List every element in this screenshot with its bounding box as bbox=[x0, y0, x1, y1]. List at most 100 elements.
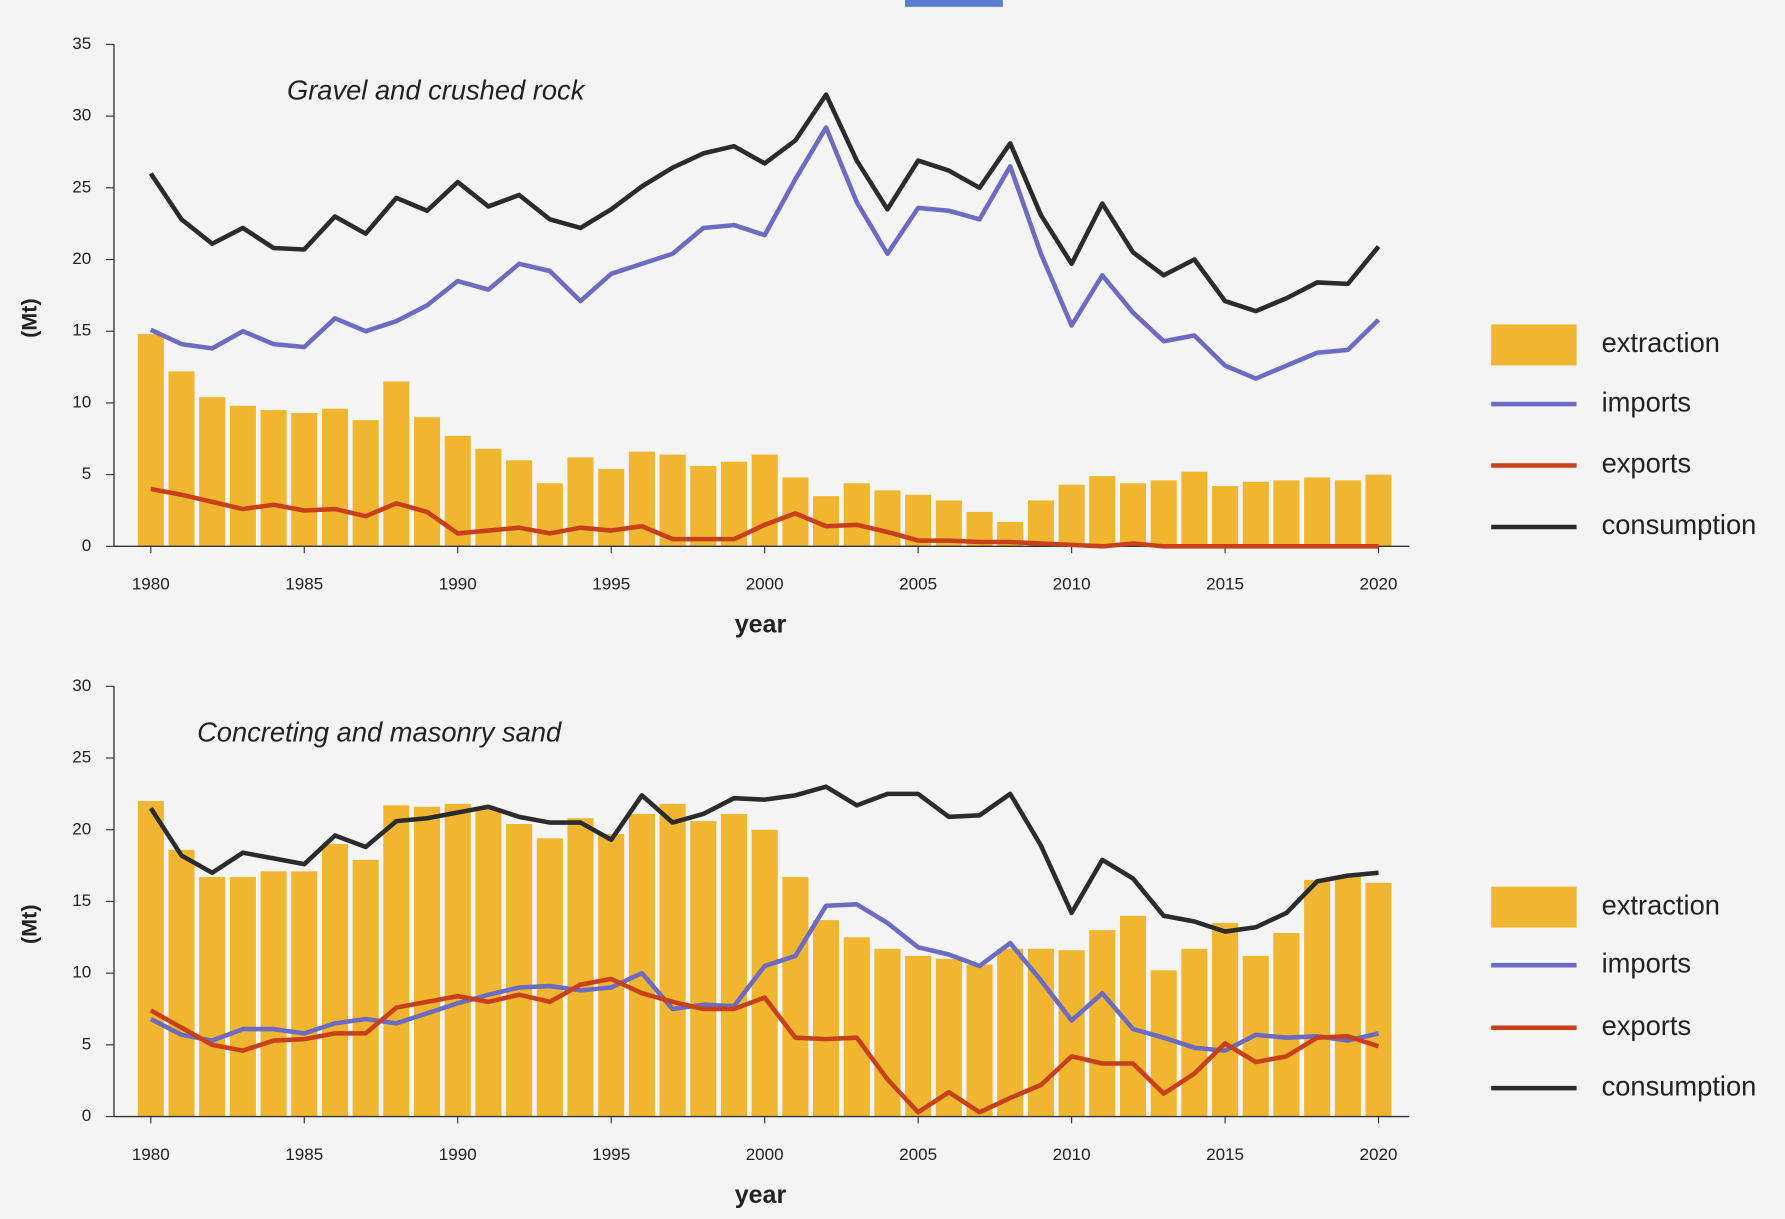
bar bbox=[1181, 471, 1208, 547]
bar bbox=[1273, 932, 1300, 1117]
legend-label: exports bbox=[1602, 1010, 1692, 1041]
y-tick-label: 10 bbox=[72, 392, 91, 411]
x-tick-label: 2000 bbox=[746, 1145, 784, 1164]
bar bbox=[1365, 882, 1392, 1117]
bar bbox=[1027, 948, 1054, 1117]
bar bbox=[291, 871, 318, 1117]
x-tick-label: 1995 bbox=[592, 575, 630, 594]
bar bbox=[1304, 879, 1331, 1117]
line-series bbox=[150, 486, 1379, 549]
bar bbox=[843, 937, 870, 1117]
y-tick-label: 5 bbox=[82, 464, 92, 483]
bar bbox=[536, 483, 563, 547]
bar bbox=[690, 466, 717, 547]
y-tick-label: 15 bbox=[72, 321, 91, 340]
y-axis-label: (Mt) bbox=[17, 904, 42, 944]
bar bbox=[720, 813, 748, 1117]
y-tick-label: 20 bbox=[72, 249, 91, 268]
annotation: Concreting and masonry sand bbox=[197, 716, 562, 747]
bar bbox=[1181, 948, 1208, 1117]
bar bbox=[475, 808, 502, 1117]
x-tick-label: 1980 bbox=[132, 575, 170, 594]
y-tick-label: 25 bbox=[72, 748, 91, 767]
bar bbox=[352, 420, 379, 547]
bar bbox=[229, 405, 256, 547]
y-axis-label: (Mt) bbox=[17, 298, 42, 338]
y-tick-label: 0 bbox=[82, 536, 92, 555]
legend-label: extraction bbox=[1602, 889, 1720, 920]
bar bbox=[782, 877, 809, 1117]
legend-label: consumption bbox=[1602, 509, 1757, 540]
x-tick-label: 2005 bbox=[899, 1145, 937, 1164]
bar bbox=[168, 849, 195, 1117]
y-tick-label: 35 bbox=[72, 34, 91, 53]
y-tick-label: 20 bbox=[72, 819, 91, 838]
bar bbox=[260, 410, 287, 547]
x-tick-label: 1990 bbox=[439, 1145, 477, 1164]
legend-label: imports bbox=[1602, 386, 1691, 417]
bar bbox=[352, 859, 379, 1117]
legend-label: imports bbox=[1602, 947, 1691, 978]
bar bbox=[1273, 480, 1300, 547]
bar bbox=[321, 844, 349, 1117]
bar bbox=[260, 871, 287, 1117]
bar bbox=[720, 461, 748, 547]
bar bbox=[751, 454, 778, 547]
legend-swatch bbox=[1491, 324, 1577, 366]
legend-swatch bbox=[1491, 886, 1577, 928]
x-tick-label: 1985 bbox=[285, 1145, 323, 1164]
bar bbox=[291, 412, 318, 547]
bar bbox=[229, 877, 256, 1117]
x-tick-label: 2015 bbox=[1206, 1145, 1244, 1164]
x-tick-label: 1980 bbox=[132, 1145, 170, 1164]
bar bbox=[628, 813, 655, 1117]
bar bbox=[137, 334, 164, 547]
bar bbox=[1365, 474, 1392, 547]
bar bbox=[567, 818, 594, 1117]
bar bbox=[598, 468, 625, 547]
bar bbox=[199, 397, 226, 547]
x-tick-label: 2010 bbox=[1053, 1145, 1091, 1164]
bar bbox=[1089, 476, 1116, 547]
bar bbox=[1027, 500, 1054, 547]
x-tick-label: 2005 bbox=[899, 575, 937, 594]
y-tick-label: 0 bbox=[82, 1106, 92, 1125]
bar bbox=[966, 964, 993, 1117]
bar bbox=[1119, 483, 1147, 547]
bar bbox=[1212, 922, 1239, 1117]
bar bbox=[751, 829, 778, 1117]
y-tick-label: 10 bbox=[72, 963, 91, 982]
x-tick-label: 1990 bbox=[439, 575, 477, 594]
bar bbox=[659, 803, 686, 1117]
bar bbox=[874, 490, 901, 547]
bar bbox=[659, 454, 686, 547]
line-series bbox=[148, 92, 1381, 314]
annotation: Gravel and crushed rock bbox=[287, 74, 586, 105]
bar bbox=[383, 805, 410, 1117]
x-tick-label: 1995 bbox=[592, 1145, 630, 1164]
x-tick-label: 2010 bbox=[1053, 575, 1091, 594]
legend-label: extraction bbox=[1602, 327, 1720, 358]
bar bbox=[168, 371, 195, 547]
line-series bbox=[149, 902, 1380, 1053]
x-axis-label: year bbox=[735, 1181, 787, 1209]
line-series bbox=[149, 976, 1380, 1115]
bar bbox=[444, 803, 471, 1117]
y-tick-label: 15 bbox=[72, 891, 91, 910]
bar bbox=[536, 838, 563, 1117]
bar bbox=[905, 955, 932, 1117]
x-tick-label: 2020 bbox=[1360, 575, 1398, 594]
y-tick-label: 5 bbox=[82, 1034, 92, 1053]
bar bbox=[137, 801, 164, 1117]
bar bbox=[1334, 480, 1361, 547]
bar bbox=[567, 457, 594, 547]
bar bbox=[690, 821, 717, 1117]
bar bbox=[1212, 486, 1239, 547]
bar bbox=[997, 948, 1024, 1117]
bar bbox=[383, 381, 410, 547]
y-tick-label: 25 bbox=[72, 177, 91, 196]
bar bbox=[321, 408, 349, 547]
bar bbox=[199, 877, 226, 1117]
bar bbox=[414, 806, 441, 1117]
